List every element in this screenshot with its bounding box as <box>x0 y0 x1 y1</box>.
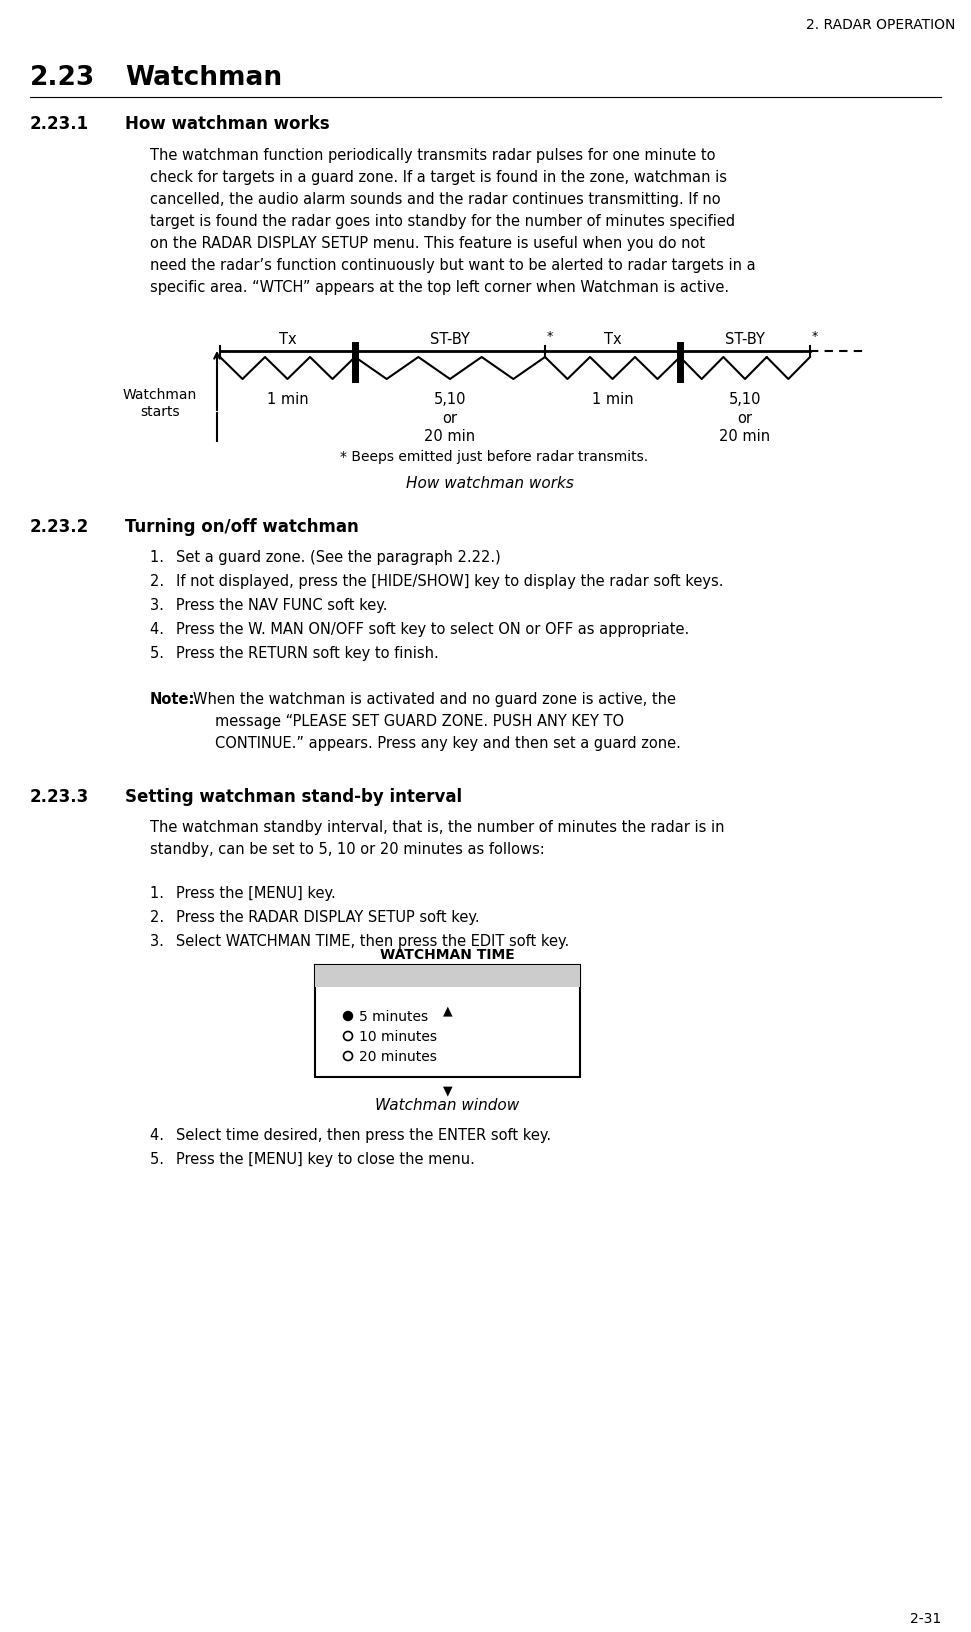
Text: 2.  Press the RADAR DISPLAY SETUP soft key.: 2. Press the RADAR DISPLAY SETUP soft ke… <box>150 909 480 924</box>
Text: on the RADAR DISPLAY SETUP menu. This feature is useful when you do not: on the RADAR DISPLAY SETUP menu. This fe… <box>150 237 705 251</box>
Text: 2.23.3: 2.23.3 <box>30 788 89 806</box>
Text: 5.  Press the [MENU] key to close the menu.: 5. Press the [MENU] key to close the men… <box>150 1151 475 1167</box>
Text: 2.23.2: 2.23.2 <box>30 517 89 535</box>
Text: Watchman
starts: Watchman starts <box>123 388 197 419</box>
Text: 5,10
or
20 min: 5,10 or 20 min <box>424 392 476 444</box>
Text: ST-BY: ST-BY <box>725 331 765 346</box>
Text: 5 minutes: 5 minutes <box>359 1009 428 1023</box>
Text: message “PLEASE SET GUARD ZONE. PUSH ANY KEY TO: message “PLEASE SET GUARD ZONE. PUSH ANY… <box>215 713 624 728</box>
Text: * Beeps emitted just before radar transmits.: * Beeps emitted just before radar transm… <box>340 450 648 463</box>
Text: 10 minutes: 10 minutes <box>359 1030 437 1043</box>
Text: 20 minutes: 20 minutes <box>359 1049 437 1064</box>
Text: 4.  Press the W. MAN ON/OFF soft key to select ON or OFF as appropriate.: 4. Press the W. MAN ON/OFF soft key to s… <box>150 622 689 636</box>
Text: 3.  Press the NAV FUNC soft key.: 3. Press the NAV FUNC soft key. <box>150 597 387 612</box>
Circle shape <box>344 1012 352 1022</box>
Text: ▲: ▲ <box>443 1004 452 1017</box>
Text: *: * <box>547 330 553 343</box>
Text: Turning on/off watchman: Turning on/off watchman <box>125 517 358 535</box>
Text: 2.23: 2.23 <box>30 65 95 91</box>
Text: 2-31: 2-31 <box>910 1611 941 1625</box>
Text: need the radar’s function continuously but want to be alerted to radar targets i: need the radar’s function continuously b… <box>150 258 755 273</box>
Text: 1 min: 1 min <box>267 392 309 406</box>
Text: 2. RADAR OPERATION: 2. RADAR OPERATION <box>806 18 955 33</box>
Text: 1.  Press the [MENU] key.: 1. Press the [MENU] key. <box>150 886 336 901</box>
Text: check for targets in a guard zone. If a target is found in the zone, watchman is: check for targets in a guard zone. If a … <box>150 170 727 184</box>
Text: The watchman function periodically transmits radar pulses for one minute to: The watchman function periodically trans… <box>150 149 716 163</box>
Bar <box>315 966 580 1077</box>
Text: How watchman works: How watchman works <box>406 475 574 491</box>
Text: Note:: Note: <box>150 692 195 707</box>
Text: 5,10
or
20 min: 5,10 or 20 min <box>720 392 771 444</box>
Text: 1.  Set a guard zone. (See the paragraph 2.22.): 1. Set a guard zone. (See the paragraph … <box>150 550 501 565</box>
Text: 2.23.1: 2.23.1 <box>30 114 89 132</box>
Text: CONTINUE.” appears. Press any key and then set a guard zone.: CONTINUE.” appears. Press any key and th… <box>215 736 681 751</box>
Text: 4.  Select time desired, then press the ENTER soft key.: 4. Select time desired, then press the E… <box>150 1128 552 1142</box>
Text: 3.  Select WATCHMAN TIME, then press the EDIT soft key.: 3. Select WATCHMAN TIME, then press the … <box>150 934 569 948</box>
Text: Tx: Tx <box>604 331 621 346</box>
Text: ▼: ▼ <box>443 1084 452 1097</box>
Text: ST-BY: ST-BY <box>430 331 470 346</box>
Text: Setting watchman stand-by interval: Setting watchman stand-by interval <box>125 788 462 806</box>
Text: Tx: Tx <box>279 331 296 346</box>
Text: Watchman: Watchman <box>125 65 283 91</box>
Text: 5.  Press the RETURN soft key to finish.: 5. Press the RETURN soft key to finish. <box>150 646 439 661</box>
Text: How watchman works: How watchman works <box>125 114 329 132</box>
Text: 2.  If not displayed, press the [HIDE/SHOW] key to display the radar soft keys.: 2. If not displayed, press the [HIDE/SHO… <box>150 574 723 589</box>
Text: WATCHMAN TIME: WATCHMAN TIME <box>380 948 515 961</box>
Text: When the watchman is activated and no guard zone is active, the: When the watchman is activated and no gu… <box>193 692 676 707</box>
Bar <box>315 966 580 987</box>
Text: standby, can be set to 5, 10 or 20 minutes as follows:: standby, can be set to 5, 10 or 20 minut… <box>150 842 545 857</box>
Text: *: * <box>812 330 819 343</box>
Text: Watchman window: Watchman window <box>376 1097 519 1113</box>
Text: cancelled, the audio alarm sounds and the radar continues transmitting. If no: cancelled, the audio alarm sounds and th… <box>150 193 720 207</box>
Text: specific area. “WTCH” appears at the top left corner when Watchman is active.: specific area. “WTCH” appears at the top… <box>150 279 729 295</box>
Text: The watchman standby interval, that is, the number of minutes the radar is in: The watchman standby interval, that is, … <box>150 819 724 834</box>
Text: target is found the radar goes into standby for the number of minutes specified: target is found the radar goes into stan… <box>150 214 735 228</box>
Text: 1 min: 1 min <box>591 392 633 406</box>
